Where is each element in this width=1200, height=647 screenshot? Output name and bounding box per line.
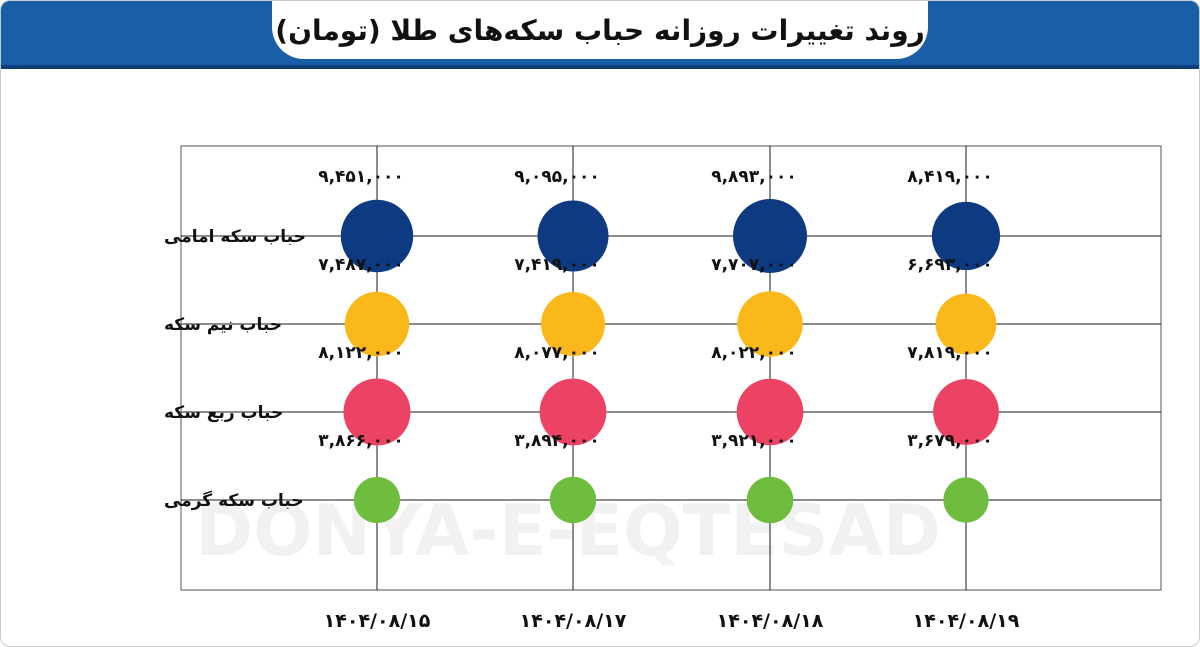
bubble-point bbox=[353, 476, 401, 524]
bubble-point bbox=[931, 201, 1001, 271]
x-axis-label: ۱۴۰۴/۰۸/۱۹ bbox=[913, 610, 1020, 632]
bubble-point bbox=[340, 199, 414, 273]
data-label: ۳,۹۲۱,۰۰۰ bbox=[711, 431, 797, 451]
data-label: ۳,۸۶۶,۰۰۰ bbox=[318, 431, 404, 451]
data-label: ۶,۶۹۳,۰۰۰ bbox=[907, 255, 993, 275]
bubble-point bbox=[539, 378, 607, 446]
bubble-point bbox=[541, 292, 605, 356]
bubble-point bbox=[537, 200, 609, 272]
bubble-point bbox=[943, 477, 989, 523]
y-axis-label: حباب سکه امامی bbox=[164, 227, 306, 247]
bubble-point bbox=[736, 378, 804, 446]
bubble-point bbox=[344, 291, 410, 357]
bubble-point bbox=[549, 476, 597, 524]
x-axis-label: ۱۴۰۴/۰۸/۱۸ bbox=[717, 610, 824, 632]
bubble-point bbox=[933, 379, 999, 445]
bubble-point bbox=[935, 293, 997, 355]
bubble-point bbox=[343, 378, 411, 446]
bubble-point bbox=[746, 476, 794, 524]
chart-title: روند تغییرات روزانه حباب سکه‌های طلا (تو… bbox=[275, 13, 925, 47]
data-label: ۷,۴۸۷,۰۰۰ bbox=[318, 255, 404, 275]
y-axis-label: حباب نیم سکه bbox=[164, 315, 282, 335]
data-label: ۸,۰۷۷,۰۰۰ bbox=[514, 343, 600, 363]
title-pill: روند تغییرات روزانه حباب سکه‌های طلا (تو… bbox=[272, 1, 928, 59]
x-axis-label: ۱۴۰۴/۰۸/۱۵ bbox=[324, 610, 431, 632]
data-label: ۷,۴۱۹,۰۰۰ bbox=[514, 255, 600, 275]
data-label: ۸,۴۱۹,۰۰۰ bbox=[907, 167, 993, 187]
y-axis-label: حباب سکه گرمی bbox=[164, 490, 304, 511]
data-label: ۸,۱۲۲,۰۰۰ bbox=[318, 343, 404, 363]
data-label: ۸,۰۲۲,۰۰۰ bbox=[711, 343, 797, 363]
data-label: ۳,۶۷۹,۰۰۰ bbox=[907, 431, 993, 451]
data-label: ۹,۰۹۵,۰۰۰ bbox=[514, 167, 600, 187]
plot-area bbox=[180, 145, 1162, 591]
bubble-point bbox=[733, 199, 807, 273]
x-axis-label: ۱۴۰۴/۰۸/۱۷ bbox=[520, 610, 627, 632]
data-label: ۹,۸۹۳,۰۰۰ bbox=[711, 167, 797, 187]
data-label: ۳,۸۹۴,۰۰۰ bbox=[514, 431, 600, 451]
data-label: ۷,۸۱۹,۰۰۰ bbox=[907, 343, 993, 363]
data-label: ۷,۷۰۷,۰۰۰ bbox=[711, 255, 797, 275]
header-bar: روند تغییرات روزانه حباب سکه‌های طلا (تو… bbox=[1, 1, 1199, 69]
bubble-point bbox=[737, 291, 803, 357]
data-label: ۹,۴۵۱,۰۰۰ bbox=[318, 167, 404, 187]
y-axis-label: حباب ربع سکه bbox=[164, 403, 283, 423]
